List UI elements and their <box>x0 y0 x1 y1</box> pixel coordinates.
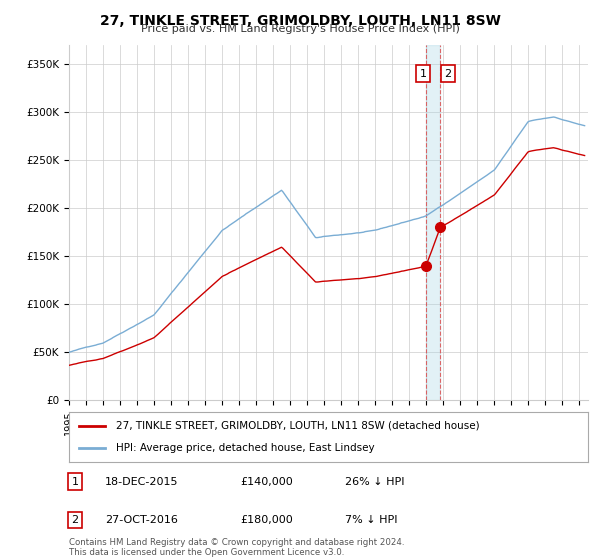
Text: 27, TINKLE STREET, GRIMOLDBY, LOUTH, LN11 8SW: 27, TINKLE STREET, GRIMOLDBY, LOUTH, LN1… <box>100 14 500 28</box>
Text: 26% ↓ HPI: 26% ↓ HPI <box>345 477 404 487</box>
Text: 2: 2 <box>71 515 79 525</box>
Text: 2: 2 <box>445 69 452 78</box>
Text: 1: 1 <box>420 69 427 78</box>
Bar <box>426 45 440 400</box>
Text: Price paid vs. HM Land Registry's House Price Index (HPI): Price paid vs. HM Land Registry's House … <box>140 24 460 34</box>
Text: 27, TINKLE STREET, GRIMOLDBY, LOUTH, LN11 8SW (detached house): 27, TINKLE STREET, GRIMOLDBY, LOUTH, LN1… <box>116 421 479 431</box>
Text: 1: 1 <box>71 477 79 487</box>
Text: 7% ↓ HPI: 7% ↓ HPI <box>345 515 398 525</box>
Text: £140,000: £140,000 <box>240 477 293 487</box>
Text: £180,000: £180,000 <box>240 515 293 525</box>
Text: HPI: Average price, detached house, East Lindsey: HPI: Average price, detached house, East… <box>116 443 374 453</box>
Text: 18-DEC-2015: 18-DEC-2015 <box>105 477 179 487</box>
Text: Contains HM Land Registry data © Crown copyright and database right 2024.
This d: Contains HM Land Registry data © Crown c… <box>69 538 404 557</box>
Text: 27-OCT-2016: 27-OCT-2016 <box>105 515 178 525</box>
